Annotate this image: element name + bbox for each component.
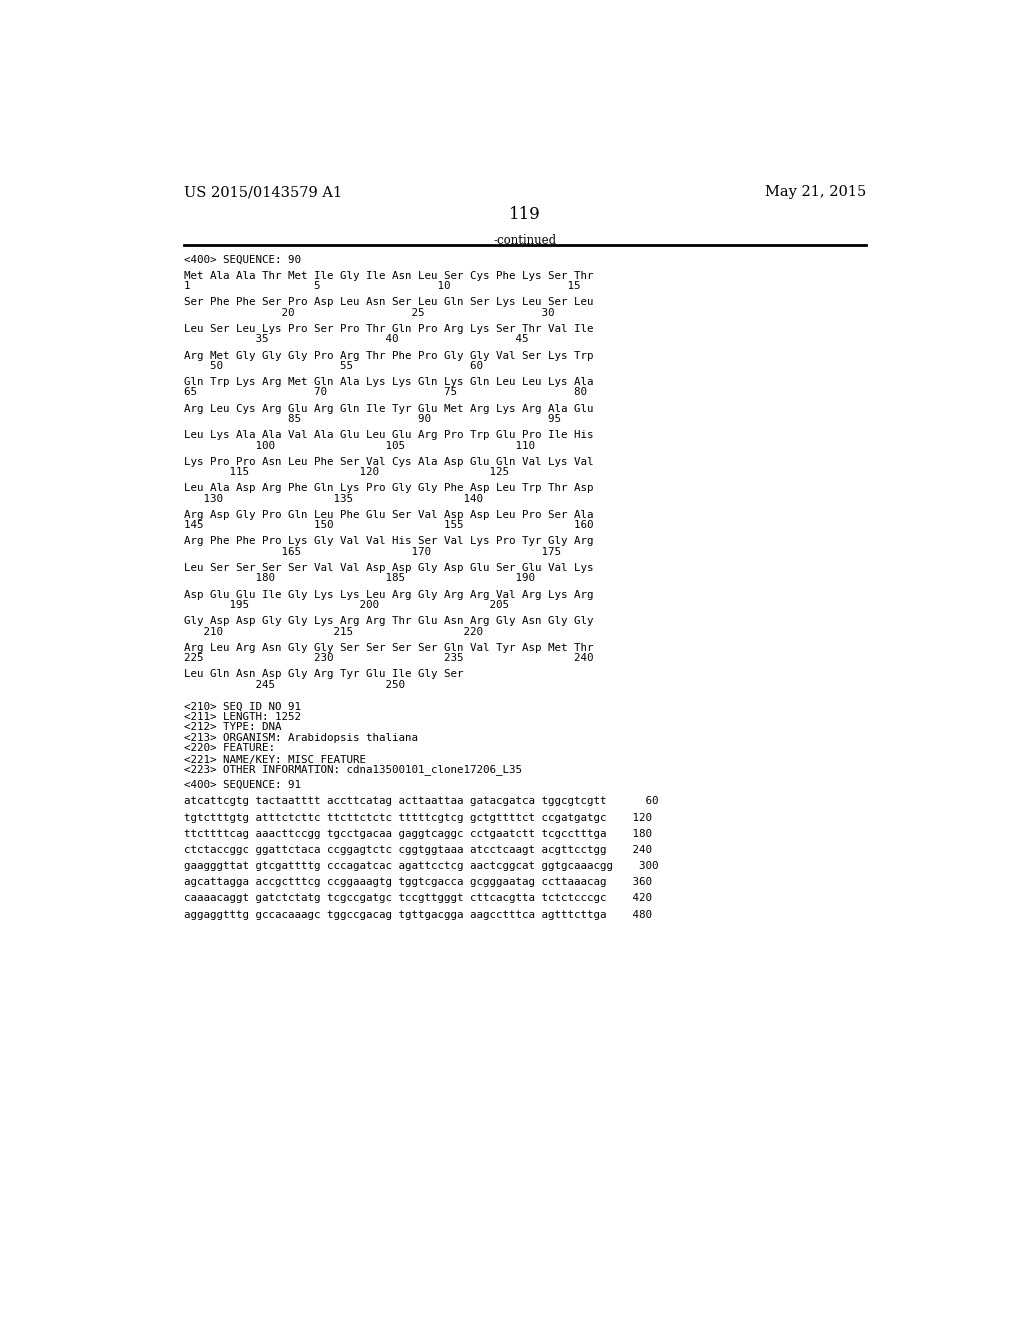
Text: aggaggtttg gccacaaagc tggccgacag tgttgacgga aagcctttca agtttcttga    480: aggaggtttg gccacaaagc tggccgacag tgttgac… <box>183 909 652 920</box>
Text: Arg Met Gly Gly Gly Pro Arg Thr Phe Pro Gly Gly Val Ser Lys Trp: Arg Met Gly Gly Gly Pro Arg Thr Phe Pro … <box>183 351 593 360</box>
Text: Arg Leu Cys Arg Glu Arg Gln Ile Tyr Glu Met Arg Lys Arg Ala Glu: Arg Leu Cys Arg Glu Arg Gln Ile Tyr Glu … <box>183 404 593 413</box>
Text: 210                 215                 220: 210 215 220 <box>183 627 482 636</box>
Text: May 21, 2015: May 21, 2015 <box>765 185 866 199</box>
Text: <223> OTHER INFORMATION: cdna13500101_clone17206_L35: <223> OTHER INFORMATION: cdna13500101_cl… <box>183 764 522 775</box>
Text: Leu Gln Asn Asp Gly Arg Tyr Glu Ile Gly Ser: Leu Gln Asn Asp Gly Arg Tyr Glu Ile Gly … <box>183 669 463 680</box>
Text: US 2015/0143579 A1: US 2015/0143579 A1 <box>183 185 342 199</box>
Text: Ser Phe Phe Ser Pro Asp Leu Asn Ser Leu Gln Ser Lys Leu Ser Leu: Ser Phe Phe Ser Pro Asp Leu Asn Ser Leu … <box>183 297 593 308</box>
Text: Asp Glu Glu Ile Gly Lys Lys Leu Arg Gly Arg Arg Val Arg Lys Arg: Asp Glu Glu Ile Gly Lys Lys Leu Arg Gly … <box>183 590 593 599</box>
Text: Leu Ser Ser Ser Ser Val Val Asp Asp Gly Asp Glu Ser Glu Val Lys: Leu Ser Ser Ser Ser Val Val Asp Asp Gly … <box>183 564 593 573</box>
Text: <220> FEATURE:: <220> FEATURE: <box>183 743 274 754</box>
Text: 180                 185                 190: 180 185 190 <box>183 573 535 583</box>
Text: Lys Pro Pro Asn Leu Phe Ser Val Cys Ala Asp Glu Gln Val Lys Val: Lys Pro Pro Asn Leu Phe Ser Val Cys Ala … <box>183 457 593 467</box>
Text: <400> SEQUENCE: 90: <400> SEQUENCE: 90 <box>183 255 301 264</box>
Text: agcattagga accgctttcg ccggaaagtg tggtcgacca gcgggaatag ccttaaacag    360: agcattagga accgctttcg ccggaaagtg tggtcga… <box>183 878 652 887</box>
Text: Gln Trp Lys Arg Met Gln Ala Lys Lys Gln Lys Gln Leu Leu Lys Ala: Gln Trp Lys Arg Met Gln Ala Lys Lys Gln … <box>183 378 593 387</box>
Text: Arg Phe Phe Pro Lys Gly Val Val His Ser Val Lys Pro Tyr Gly Arg: Arg Phe Phe Pro Lys Gly Val Val His Ser … <box>183 536 593 546</box>
Text: <400> SEQUENCE: 91: <400> SEQUENCE: 91 <box>183 780 301 791</box>
Text: Leu Ala Asp Arg Phe Gln Lys Pro Gly Gly Phe Asp Leu Trp Thr Asp: Leu Ala Asp Arg Phe Gln Lys Pro Gly Gly … <box>183 483 593 494</box>
Text: ttcttttcag aaacttccgg tgcctgacaa gaggtcaggc cctgaatctt tcgcctttga    180: ttcttttcag aaacttccgg tgcctgacaa gaggtca… <box>183 829 652 838</box>
Text: Gly Asp Asp Gly Gly Lys Arg Arg Thr Glu Asn Arg Gly Asn Gly Gly: Gly Asp Asp Gly Gly Lys Arg Arg Thr Glu … <box>183 616 593 626</box>
Text: 35                  40                  45: 35 40 45 <box>183 334 528 345</box>
Text: tgtctttgtg atttctcttc ttcttctctc tttttcgtcg gctgttttct ccgatgatgc    120: tgtctttgtg atttctcttc ttcttctctc tttttcg… <box>183 813 652 822</box>
Text: <211> LENGTH: 1252: <211> LENGTH: 1252 <box>183 711 301 722</box>
Text: Arg Leu Arg Asn Gly Gly Ser Ser Ser Ser Gln Val Tyr Asp Met Thr: Arg Leu Arg Asn Gly Gly Ser Ser Ser Ser … <box>183 643 593 652</box>
Text: 50                  55                  60: 50 55 60 <box>183 360 482 371</box>
Text: 115                 120                 125: 115 120 125 <box>183 467 509 477</box>
Text: 165                 170                 175: 165 170 175 <box>183 546 561 557</box>
Text: 85                  90                  95: 85 90 95 <box>183 414 561 424</box>
Text: atcattcgtg tactaatttt accttcatag acttaattaa gatacgatca tggcgtcgtt      60: atcattcgtg tactaatttt accttcatag acttaat… <box>183 796 658 807</box>
Text: gaagggttat gtcgattttg cccagatcac agattcctcg aactcggcat ggtgcaaacgg    300: gaagggttat gtcgattttg cccagatcac agattcc… <box>183 861 658 871</box>
Text: 130                 135                 140: 130 135 140 <box>183 494 482 504</box>
Text: <210> SEQ ID NO 91: <210> SEQ ID NO 91 <box>183 702 301 711</box>
Text: 145                 150                 155                 160: 145 150 155 160 <box>183 520 593 531</box>
Text: caaaacaggt gatctctatg tcgccgatgc tccgttgggt cttcacgtta tctctcccgc    420: caaaacaggt gatctctatg tcgccgatgc tccgttg… <box>183 894 652 903</box>
Text: Leu Lys Ala Ala Val Ala Glu Leu Glu Arg Pro Trp Glu Pro Ile His: Leu Lys Ala Ala Val Ala Glu Leu Glu Arg … <box>183 430 593 440</box>
Text: 195                 200                 205: 195 200 205 <box>183 601 509 610</box>
Text: Met Ala Ala Thr Met Ile Gly Ile Asn Leu Ser Cys Phe Lys Ser Thr: Met Ala Ala Thr Met Ile Gly Ile Asn Leu … <box>183 271 593 281</box>
Text: 119: 119 <box>509 206 541 223</box>
Text: ctctaccggc ggattctaca ccggagtctc cggtggtaaa atcctcaagt acgttcctgg    240: ctctaccggc ggattctaca ccggagtctc cggtggt… <box>183 845 652 855</box>
Text: 1                   5                  10                  15: 1 5 10 15 <box>183 281 581 292</box>
Text: 100                 105                 110: 100 105 110 <box>183 441 535 450</box>
Text: 20                  25                  30: 20 25 30 <box>183 308 554 318</box>
Text: 225                 230                 235                 240: 225 230 235 240 <box>183 653 593 663</box>
Text: <213> ORGANISM: Arabidopsis thaliana: <213> ORGANISM: Arabidopsis thaliana <box>183 733 418 743</box>
Text: 245                 250: 245 250 <box>183 680 404 689</box>
Text: Leu Ser Leu Lys Pro Ser Pro Thr Gln Pro Arg Lys Ser Thr Val Ile: Leu Ser Leu Lys Pro Ser Pro Thr Gln Pro … <box>183 323 593 334</box>
Text: 65                  70                  75                  80: 65 70 75 80 <box>183 388 587 397</box>
Text: <221> NAME/KEY: MISC_FEATURE: <221> NAME/KEY: MISC_FEATURE <box>183 754 366 764</box>
Text: <212> TYPE: DNA: <212> TYPE: DNA <box>183 722 282 733</box>
Text: -continued: -continued <box>494 234 556 247</box>
Text: Arg Asp Gly Pro Gln Leu Phe Glu Ser Val Asp Asp Leu Pro Ser Ala: Arg Asp Gly Pro Gln Leu Phe Glu Ser Val … <box>183 510 593 520</box>
